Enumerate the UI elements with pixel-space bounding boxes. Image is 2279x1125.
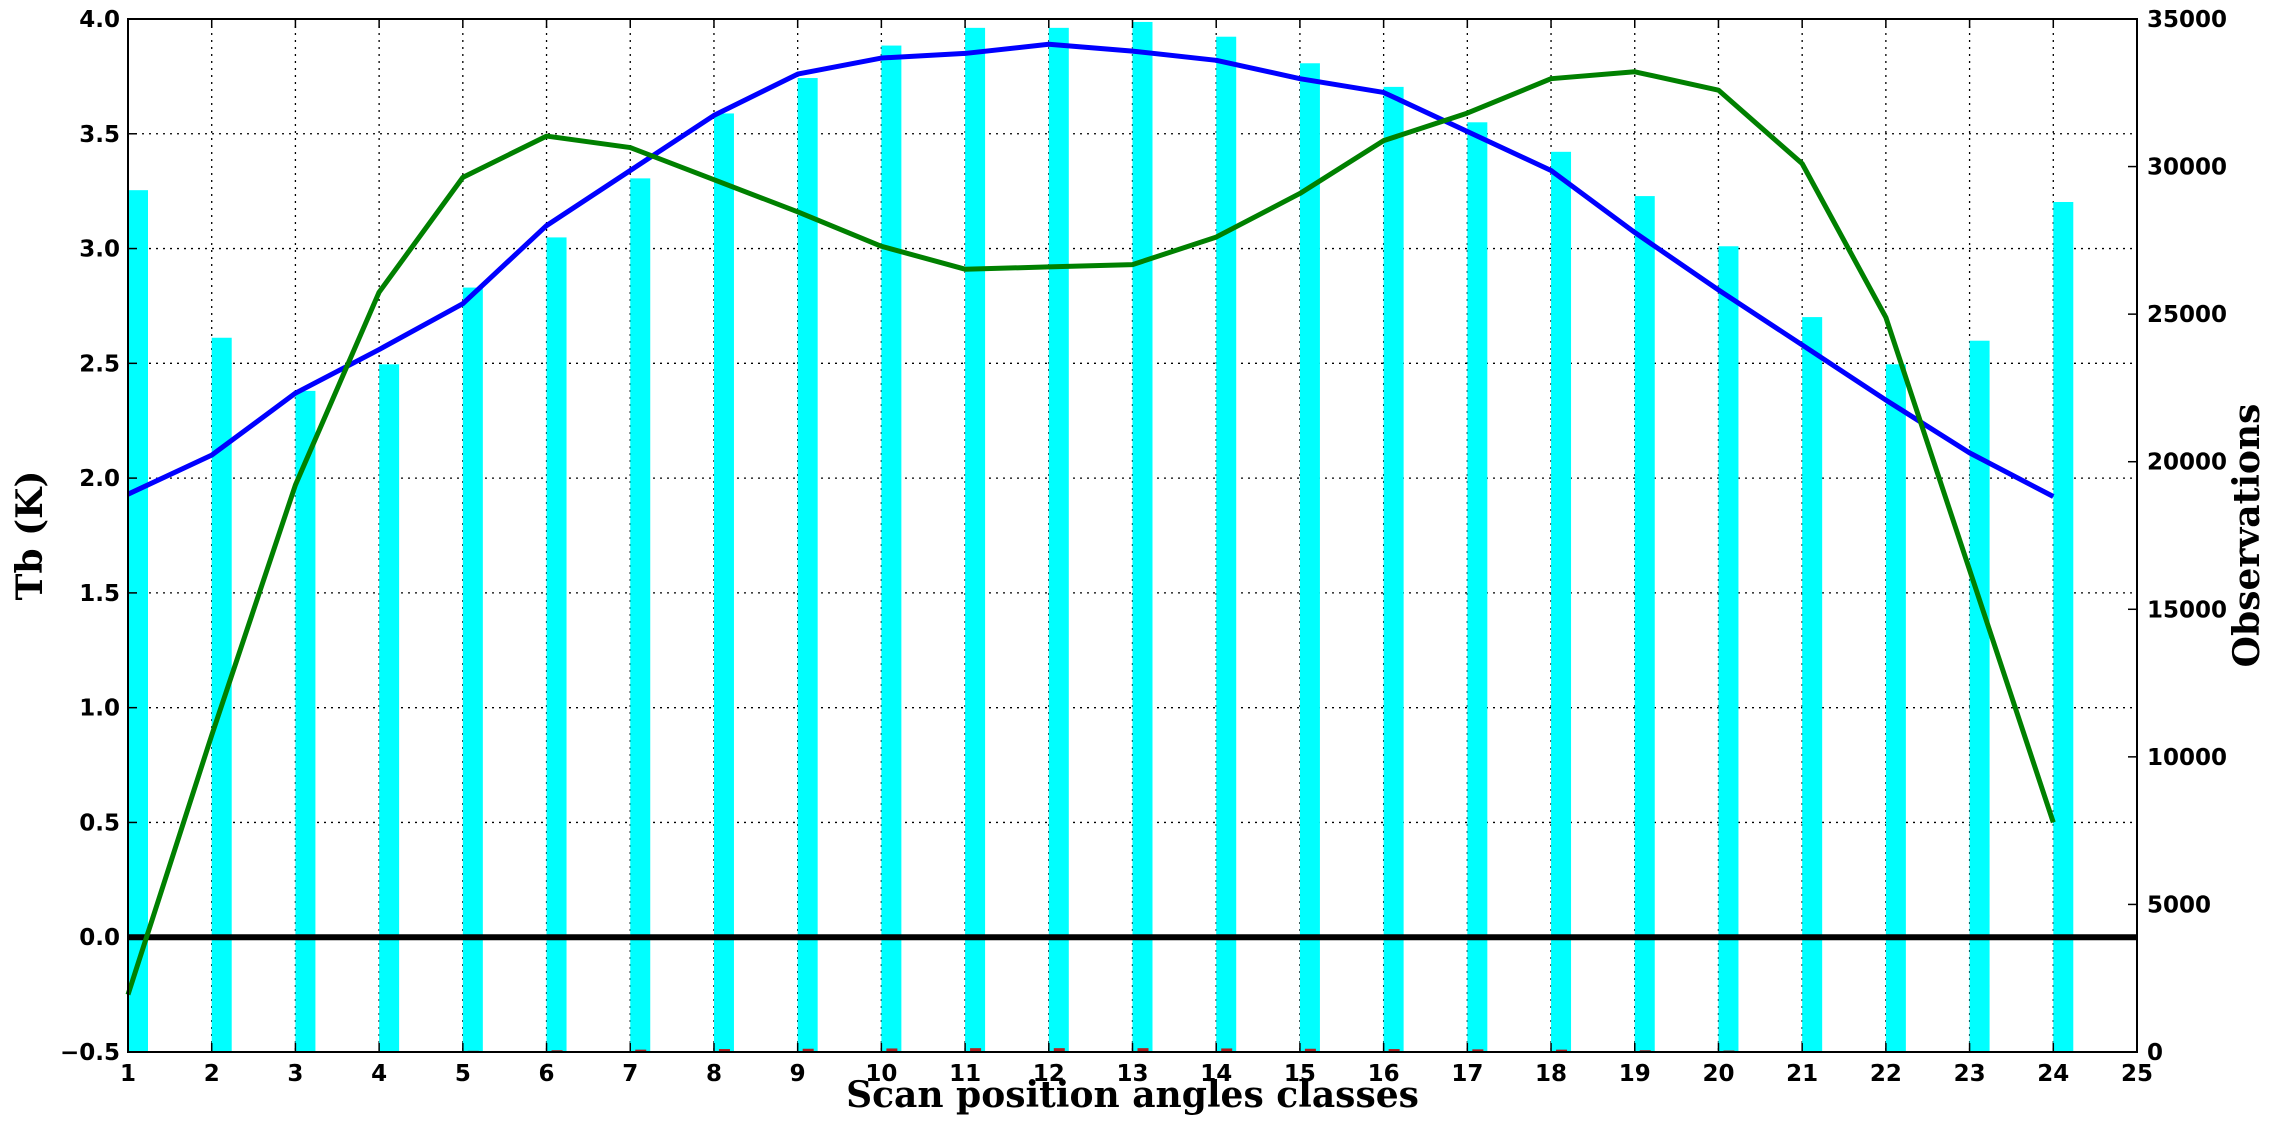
secondary-bar	[1556, 1049, 1568, 1052]
secondary-bar	[886, 1048, 898, 1052]
y-tick-label: 2.5	[79, 351, 120, 377]
observation-bar	[2053, 201, 2074, 1052]
observation-bar	[1299, 63, 1320, 1053]
observation-bar	[1132, 21, 1153, 1053]
observation-bar	[211, 337, 232, 1052]
y-tick-label: 2.0	[79, 466, 120, 492]
y2-tick-label: 30000	[2147, 155, 2227, 181]
y2-tick-label: 20000	[2147, 450, 2227, 476]
secondary-bar	[1472, 1049, 1484, 1052]
x-tick-label: 17	[1451, 1061, 1483, 1087]
observation-bar	[462, 287, 483, 1053]
x-tick-label: 11	[949, 1061, 981, 1087]
x-tick-label: 22	[1870, 1061, 1902, 1087]
secondary-bar	[1304, 1048, 1316, 1052]
x-tick-label: 8	[706, 1061, 722, 1087]
y-tick-label: −0.5	[60, 1040, 120, 1066]
secondary-bar	[718, 1049, 730, 1052]
x-tick-label: 12	[1033, 1061, 1065, 1087]
observation-bar	[1802, 317, 1823, 1052]
observation-bar	[546, 237, 567, 1053]
y2-tick-label: 15000	[2147, 597, 2227, 623]
x-tick-label: 24	[2037, 1061, 2069, 1087]
observation-bar	[1551, 151, 1572, 1053]
y-tick-label: 3.0	[79, 237, 120, 263]
y-tick-label: 3.5	[79, 122, 120, 148]
x-tick-label: 6	[539, 1061, 555, 1087]
observation-bar	[1467, 122, 1488, 1053]
secondary-bar	[802, 1048, 814, 1052]
observation-bar	[1216, 36, 1237, 1053]
y2-tick-label: 35000	[2147, 7, 2227, 33]
tb-series-line-1	[126, 41, 2055, 499]
x-tick-label: 21	[1786, 1061, 1818, 1087]
tb-series-line-2	[125, 69, 2056, 996]
observation-bar	[379, 364, 400, 1052]
observation-bar	[1634, 196, 1655, 1053]
x-tick-label: 15	[1284, 1061, 1316, 1087]
y2-tick-label: 25000	[2147, 302, 2227, 328]
x-tick-label: 4	[371, 1061, 387, 1087]
observation-bar	[797, 78, 818, 1053]
observation-bar	[1383, 86, 1404, 1052]
x-tick-label: 25	[2121, 1061, 2153, 1087]
observation-bars	[128, 21, 2074, 1053]
x-tick-label: 9	[790, 1061, 806, 1087]
y-tick-label: 0.0	[79, 925, 120, 951]
tb-series-lines	[125, 41, 2056, 996]
x-tick-label: 13	[1116, 1061, 1148, 1087]
observation-bar	[881, 45, 902, 1052]
y-tick-label: 1.5	[79, 581, 120, 607]
x-tick-label: 16	[1368, 1061, 1400, 1087]
x-tick-label: 19	[1619, 1061, 1651, 1087]
observation-bar	[1885, 364, 1906, 1052]
secondary-bar	[970, 1048, 982, 1052]
x-tick-label: 18	[1535, 1061, 1567, 1087]
y2-axis-title: Observations	[2226, 404, 2268, 668]
observation-bar	[128, 190, 148, 1052]
x-tick-label: 23	[1954, 1061, 1986, 1087]
y-tick-label: 0.5	[79, 810, 120, 836]
secondary-bar	[635, 1049, 647, 1052]
observation-bar	[1048, 27, 1069, 1053]
y2-tick-label: 5000	[2147, 892, 2211, 918]
y-tick-label: 4.0	[79, 7, 120, 33]
x-tick-label: 14	[1200, 1061, 1232, 1087]
x-tick-label: 2	[204, 1061, 220, 1087]
secondary-bar	[1221, 1048, 1233, 1052]
observation-bar	[713, 113, 734, 1052]
observation-bar	[630, 178, 651, 1052]
x-tick-label: 5	[455, 1061, 471, 1087]
observation-bar	[965, 27, 986, 1053]
x-tick-label: 10	[865, 1061, 897, 1087]
y2-tick-label: 0	[2147, 1040, 2163, 1066]
secondary-bar	[1053, 1048, 1065, 1052]
x-axis-title: Scan position angles classes	[846, 1074, 1419, 1116]
observation-bar	[1969, 340, 1990, 1053]
y2-tick-label: 10000	[2147, 745, 2227, 771]
observation-bar	[1718, 246, 1739, 1052]
axis-ticks: 1 2 3 4 5 6 7 8 9 10 11 12 13 14 15 16 17 18 19 20 21 22 23 24 2…	[60, 7, 2227, 1087]
x-tick-label: 1	[120, 1061, 136, 1087]
secondary-bar	[1137, 1048, 1149, 1052]
observation-bar	[295, 390, 316, 1052]
secondary-bar	[1388, 1049, 1400, 1052]
y-axis-title: Tb (K)	[9, 471, 51, 601]
x-tick-label: 7	[622, 1061, 638, 1087]
y-tick-label: 1.0	[79, 696, 120, 722]
x-tick-label: 3	[287, 1061, 303, 1087]
x-tick-label: 20	[1702, 1061, 1734, 1087]
